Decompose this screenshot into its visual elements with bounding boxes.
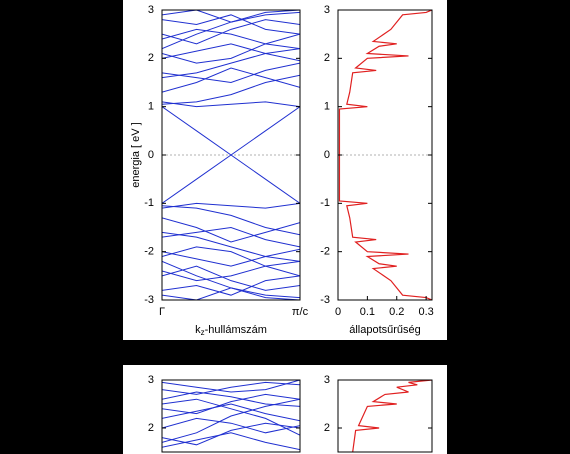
- y-tick-label: 0: [324, 149, 330, 161]
- band-line: [162, 260, 300, 282]
- dos-line: [352, 380, 432, 452]
- band-line: [162, 19, 300, 45]
- band-line: [162, 28, 300, 50]
- y-tick-label: 1: [148, 101, 154, 113]
- y-tick-label: -2: [320, 246, 330, 258]
- x-tick-label: 0.2: [389, 306, 404, 318]
- dos: [352, 380, 432, 452]
- x-tick-label: π/c: [292, 306, 309, 318]
- x-tick-label: 0: [335, 306, 341, 318]
- band-line: [162, 246, 300, 277]
- y-tick-label: -1: [320, 197, 330, 209]
- band-line: [162, 231, 300, 262]
- y-tick-label: 0: [148, 149, 154, 161]
- y-tick-label: 2: [148, 422, 154, 434]
- x-axis-label: kz-hullámszám: [195, 324, 267, 337]
- band-line: [162, 62, 300, 84]
- bands: [162, 10, 300, 300]
- band-line: [162, 260, 300, 300]
- band-line: [162, 393, 300, 415]
- x-axis-label: állapotsűrűség: [349, 324, 421, 336]
- band-line: [162, 275, 300, 296]
- y-tick-label: 2: [324, 52, 330, 64]
- y-tick-label: -2: [144, 246, 154, 258]
- band-line: [162, 248, 300, 267]
- band-line: [162, 33, 300, 64]
- x-tick-label: 0.3: [418, 306, 433, 318]
- y-tick-label: 2: [148, 52, 154, 64]
- y-tick-label: 3: [324, 374, 330, 386]
- panel: [123, 365, 447, 454]
- band-line: [162, 380, 300, 393]
- band-line: [162, 422, 300, 446]
- bands: [162, 380, 300, 451]
- band-line: [162, 101, 300, 108]
- band-line: [162, 398, 300, 443]
- x-label-base: k: [195, 324, 201, 336]
- band-line: [162, 205, 300, 236]
- y-tick-label: 3: [148, 4, 154, 16]
- y-tick-label: -3: [144, 294, 154, 306]
- y-tick-label: 3: [148, 374, 154, 386]
- band-line: [162, 217, 300, 243]
- y-tick-label: 1: [324, 101, 330, 113]
- x-label-sub: z: [201, 328, 205, 337]
- band-line: [162, 403, 300, 422]
- y-tick-label: 2: [324, 422, 330, 434]
- y-tick-label: -3: [320, 294, 330, 306]
- band-line: [162, 381, 300, 395]
- band-line: [162, 202, 300, 209]
- band-line: [162, 67, 300, 93]
- band-line: [162, 265, 300, 291]
- band-line: [162, 391, 300, 407]
- y-tick-label: -1: [144, 197, 154, 209]
- y-axis-label: energia [ eV ]: [130, 122, 142, 187]
- plot-frame: [337, 379, 433, 453]
- plot-frame: [161, 379, 301, 453]
- band-line: [162, 48, 300, 79]
- band-line: [162, 74, 300, 105]
- band-line: [162, 398, 300, 436]
- band-line: [162, 417, 300, 434]
- y-tick-label: 3: [324, 4, 330, 16]
- x-label-rest: -hullámszám: [205, 324, 267, 336]
- band-line: [162, 14, 300, 35]
- x-tick-label: Γ: [159, 306, 165, 318]
- band-line: [162, 106, 300, 204]
- x-tick-label: 0.1: [360, 306, 375, 318]
- band-line: [162, 226, 300, 248]
- band-line: [162, 43, 300, 62]
- band-line: [162, 10, 300, 50]
